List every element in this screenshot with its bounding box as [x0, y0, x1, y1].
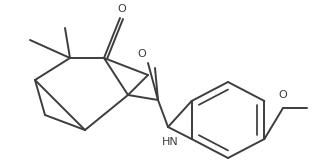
Text: O: O [279, 90, 288, 100]
Text: O: O [118, 4, 126, 14]
Text: HN: HN [162, 137, 178, 147]
Text: O: O [138, 49, 146, 59]
